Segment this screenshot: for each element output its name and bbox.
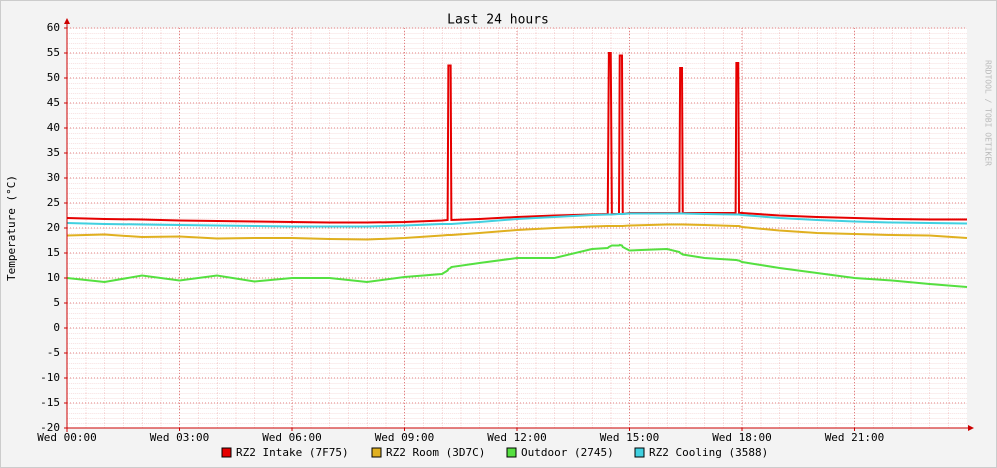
y-tick-label: 10 (47, 271, 60, 284)
y-axis-label: Temperature (°C) (5, 175, 18, 281)
y-tick-label: 15 (47, 246, 60, 259)
legend: RZ2 Intake (7F75) RZ2 Room (3D7C) Outdoor … (221, 446, 768, 459)
legend-label: RZ2 Cooling (3588) (649, 446, 768, 459)
y-tick-label: 60 (47, 21, 60, 34)
y-tick-label: 35 (47, 146, 60, 159)
legend-swatch (371, 447, 382, 458)
y-tick-label: 30 (47, 171, 60, 184)
x-arrow (968, 425, 974, 431)
legend-label: Outdoor (2745) (521, 446, 614, 459)
series-line (66, 223, 968, 241)
lines (66, 52, 968, 288)
x-tick-label: Wed 21:00 (825, 431, 885, 444)
watermark: RRDTOOL / TOBI OETIKER (984, 60, 993, 166)
y-tick-label: 55 (47, 46, 60, 59)
ticks: -20 -15 -10 -5 0 5 10 15 20 25 30 35 40 45 50 55 60 Wed 0… (37, 21, 884, 444)
y-tick-label: 5 (53, 296, 60, 309)
x-tick-label: Wed 15:00 (600, 431, 660, 444)
x-tick-label: Wed 00:00 (37, 431, 97, 444)
y-tick-label: 50 (47, 71, 60, 84)
y-arrow (64, 18, 70, 24)
y-tick-label: -15 (40, 396, 60, 409)
legend-label: RZ2 Intake (7F75) (236, 446, 349, 459)
legend-swatch (634, 447, 645, 458)
x-tick-label: Wed 18:00 (712, 431, 772, 444)
series-line (66, 243, 968, 288)
y-tick-label: 25 (47, 196, 60, 209)
x-tick-label: Wed 06:00 (262, 431, 322, 444)
series-line (66, 212, 968, 228)
x-tick-label: Wed 12:00 (487, 431, 547, 444)
y-tick-label: -20 (40, 421, 60, 434)
x-tick-label: Wed 03:00 (150, 431, 210, 444)
y-tick-label: 0 (53, 321, 60, 334)
legend-swatch (221, 447, 232, 458)
legend-swatch (506, 447, 517, 458)
legend-label: RZ2 Room (3D7C) (386, 446, 485, 459)
y-tick-label: 20 (47, 221, 60, 234)
y-tick-label: 45 (47, 96, 60, 109)
x-tick-label: Wed 09:00 (375, 431, 435, 444)
y-tick-label: -10 (40, 371, 60, 384)
y-tick-label: -5 (47, 346, 60, 359)
y-tick-label: 40 (47, 121, 60, 134)
chart-title: Last 24 hours (447, 13, 549, 28)
